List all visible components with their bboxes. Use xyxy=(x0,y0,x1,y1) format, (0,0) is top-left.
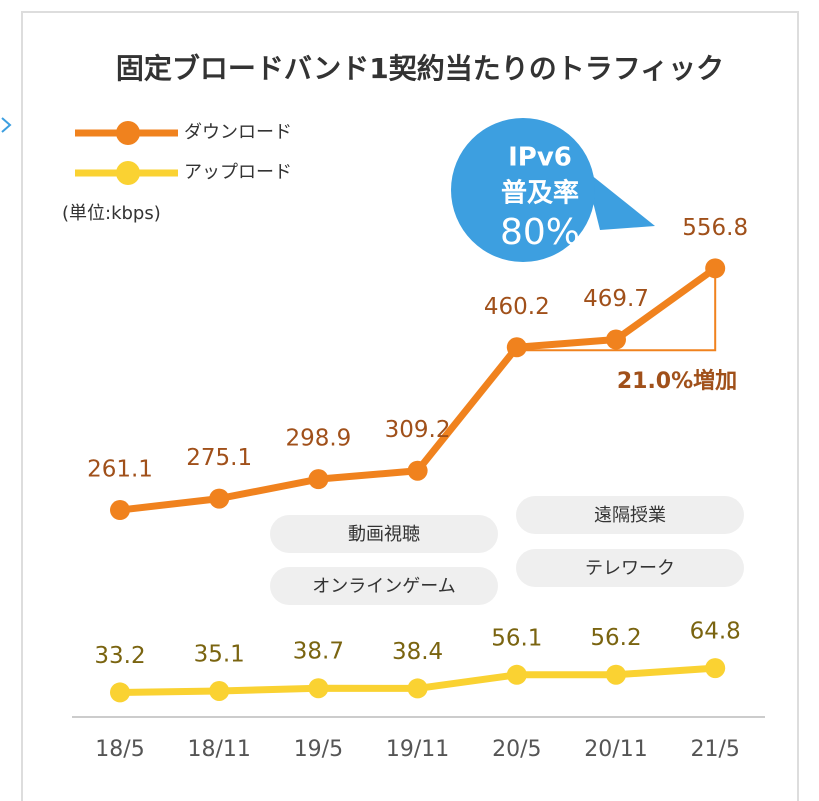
data-point xyxy=(506,337,527,358)
tag-label: 動画視聴 xyxy=(348,524,420,545)
data-label: 38.4 xyxy=(392,639,443,665)
data-point xyxy=(110,682,130,703)
tag-label: オンラインゲーム xyxy=(312,576,455,597)
x-tick-label: 19/11 xyxy=(386,737,449,762)
tag xyxy=(270,567,498,605)
legend-label: アップロード xyxy=(184,162,292,183)
tag xyxy=(270,515,498,553)
data-point xyxy=(308,678,329,699)
data-point xyxy=(407,678,428,699)
data-label: 56.2 xyxy=(590,625,641,651)
bubble xyxy=(451,118,595,262)
tag-label: 遠隔授業 xyxy=(594,505,666,526)
data-point xyxy=(407,460,428,481)
data-point xyxy=(209,680,230,701)
data-label: 56.1 xyxy=(491,625,542,651)
data-point xyxy=(606,329,626,350)
data-label: 275.1 xyxy=(186,445,252,471)
x-tick-label: 20/5 xyxy=(492,737,541,762)
data-point xyxy=(606,664,626,685)
data-label: 469.7 xyxy=(583,286,649,312)
x-tick-label: 19/5 xyxy=(294,737,343,762)
bubble-tail xyxy=(585,170,655,230)
data-label: 64.8 xyxy=(690,619,741,645)
x-tick-label: 20/11 xyxy=(584,737,647,762)
data-label: 38.7 xyxy=(293,639,344,665)
data-label: 556.8 xyxy=(682,215,748,241)
x-tick-label: 18/11 xyxy=(187,737,250,762)
data-label: 298.9 xyxy=(285,426,351,452)
data-point xyxy=(209,488,230,509)
tag-label: テレワーク xyxy=(585,558,675,579)
side-arrow xyxy=(1,117,12,133)
x-tick-label: 21/5 xyxy=(690,737,739,762)
increase-label: 21.0%増加 xyxy=(617,368,737,394)
legend-label: ダウンロード xyxy=(184,122,292,143)
data-label: 460.2 xyxy=(484,294,550,320)
increase-bracket xyxy=(516,268,717,352)
unit-note: (単位:kbps) xyxy=(62,203,161,224)
chart-title: 固定ブロードバンド1契約当たりのトラフィック xyxy=(116,52,724,85)
bubble-text: 80% xyxy=(500,212,580,253)
tag xyxy=(516,496,744,534)
data-point xyxy=(705,658,726,679)
bubble-text: 普及率 xyxy=(501,178,579,209)
legend-swatch xyxy=(116,161,140,185)
data-point xyxy=(705,258,726,279)
data-point xyxy=(308,469,329,490)
data-label: 35.1 xyxy=(194,641,245,667)
data-label: 261.1 xyxy=(87,457,153,483)
legend-swatch xyxy=(116,121,140,145)
data-label: 309.2 xyxy=(385,417,451,443)
x-tick-label: 18/5 xyxy=(95,737,144,762)
bubble-text: IPv6 xyxy=(508,143,572,173)
data-point xyxy=(506,664,527,685)
data-point xyxy=(110,500,130,521)
data-label: 33.2 xyxy=(94,643,145,669)
tag xyxy=(516,549,744,587)
